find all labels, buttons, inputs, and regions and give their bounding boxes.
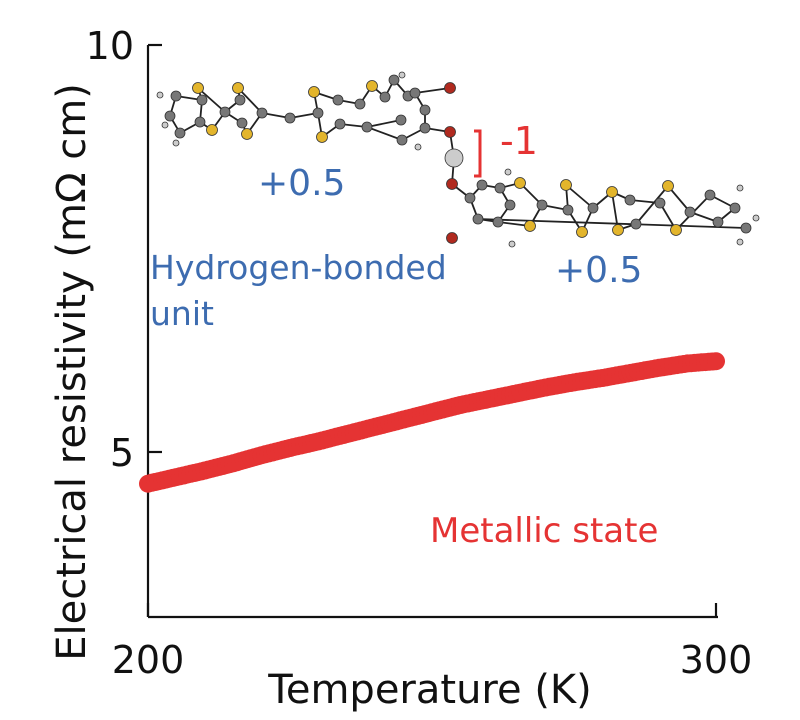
molecule-structure-illustration [156, 71, 760, 248]
hydrogen-atom [736, 238, 744, 246]
carbon-atom [587, 202, 599, 214]
sulfur-atom [560, 179, 572, 191]
y-axis-title: Electrical resistivity (mΩ cm) [49, 83, 95, 661]
sulfur-atom [576, 226, 588, 238]
charge-right-annotation: +0.5 [555, 250, 642, 291]
bridging-hydrogen-atom [444, 148, 464, 168]
carbon-atom [740, 222, 752, 234]
sulfur-atom [316, 131, 328, 143]
sulfur-atom [606, 186, 618, 198]
x-tick-label-200: 200 [112, 638, 185, 682]
sulfur-atom [662, 180, 674, 192]
oxygen-atom [446, 232, 458, 244]
carbon-atom [419, 122, 431, 134]
data-point [707, 352, 725, 371]
carbon-atom [684, 206, 696, 218]
carbon-atom [379, 91, 391, 103]
oxygen-atom [444, 126, 456, 138]
x-tick-label-300: 300 [680, 638, 753, 682]
carbon-atom [536, 199, 548, 211]
charge-bracket [474, 129, 482, 178]
y-tick-label-10: 10 [86, 24, 134, 68]
carbon-atom [196, 94, 208, 106]
x-axis-title: Temperature (K) [267, 667, 592, 713]
sulfur-atom [206, 124, 218, 136]
molecule-bond [635, 185, 669, 225]
hydrogen-atom [161, 121, 169, 129]
sulfur-atom [514, 177, 526, 189]
carbon-atom [170, 90, 182, 102]
hydrogen-atom [752, 214, 760, 222]
sulfur-atom [366, 80, 378, 92]
carbon-atom [494, 182, 506, 194]
carbon-atom [396, 134, 408, 146]
carbon-atom [654, 197, 666, 209]
carbon-atom [361, 121, 373, 133]
carbon-atom [395, 114, 407, 126]
charge-left-annotation: +0.5 [258, 163, 345, 204]
oxygen-atom [444, 82, 456, 94]
carbon-atom [476, 179, 488, 191]
hydrogen-bonded-annotation: Hydrogen-bonded [150, 248, 447, 287]
carbon-atom [492, 216, 504, 228]
molecule-bond [366, 119, 402, 128]
carbon-atom [704, 189, 716, 201]
charge-h-annotation: -1 [500, 119, 538, 163]
carbon-atom [194, 116, 206, 128]
hydrogen-atom [504, 168, 512, 176]
carbon-atom [219, 106, 231, 118]
carbon-atom [174, 127, 186, 139]
carbon-atom [256, 107, 268, 119]
carbon-atom [419, 104, 431, 116]
carbon-atom [284, 112, 296, 124]
sulfur-atom [524, 220, 536, 232]
molecule-bond [477, 218, 747, 229]
molecule-bond [197, 87, 226, 113]
sulfur-atom [670, 224, 682, 236]
carbon-atom [504, 199, 516, 211]
carbon-atom [354, 98, 366, 110]
hydrogen-atom [508, 240, 516, 248]
carbon-atom [334, 118, 346, 130]
carbon-atom [164, 110, 176, 122]
carbon-atom [332, 94, 344, 106]
sulfur-atom [192, 82, 204, 94]
unit-annotation: unit [150, 294, 214, 333]
hydrogen-atom [414, 143, 422, 151]
carbon-atom [712, 216, 724, 228]
hydrogen-atom [398, 71, 406, 79]
carbon-atom [630, 218, 642, 230]
carbon-atom [236, 117, 248, 129]
molecule-bond [366, 126, 403, 141]
carbon-atom [472, 213, 484, 225]
carbon-atom [624, 194, 636, 206]
carbon-atom [312, 107, 324, 119]
carbon-atom [388, 74, 400, 86]
sulfur-atom [308, 86, 320, 98]
carbon-atom [729, 202, 741, 214]
carbon-atom [562, 204, 574, 216]
sulfur-atom [241, 128, 253, 140]
hydrogen-atom [156, 91, 164, 99]
data-series-layer [139, 352, 725, 493]
molecule-bond [565, 184, 594, 209]
carbon-atom [409, 87, 421, 99]
sulfur-atom [232, 82, 244, 94]
sulfur-atom [612, 224, 624, 236]
y-tick-label-5: 5 [110, 431, 134, 475]
carbon-atom [234, 94, 246, 106]
hydrogen-atom [736, 184, 744, 192]
metallic-state-annotation: Metallic state [430, 511, 658, 551]
oxygen-atom [446, 178, 458, 190]
hydrogen-atom [172, 139, 180, 147]
carbon-atom [464, 192, 476, 204]
